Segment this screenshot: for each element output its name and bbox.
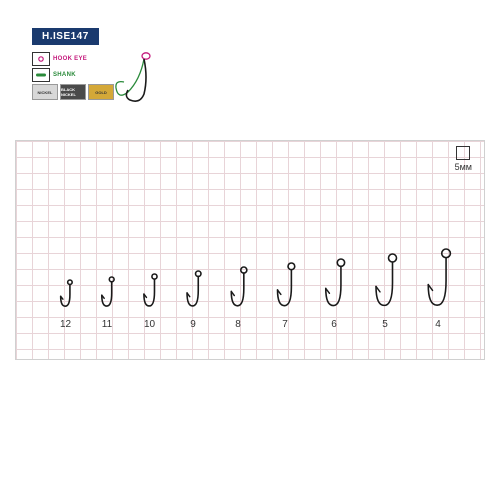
forged-icon <box>32 68 50 82</box>
hook-item: 8 <box>229 266 248 330</box>
hook-size-label: 8 <box>235 319 241 330</box>
hook-item: 11 <box>100 276 115 330</box>
hook-size-label: 9 <box>190 319 196 330</box>
hook-item: 7 <box>275 262 296 330</box>
hooks-row: 12 11 10 9 8 7 6 5 4 <box>45 210 465 330</box>
finish-badge: BLACK NICKEL <box>60 84 86 100</box>
hook-icon <box>323 258 346 307</box>
finish-badge: NICKEL <box>32 84 58 100</box>
hook-item: 4 <box>425 248 452 330</box>
hook-size-label: 6 <box>331 319 337 330</box>
hook-item: 6 <box>323 258 346 330</box>
hook-item: 10 <box>142 273 158 330</box>
hook-size-label: 5 <box>382 319 388 330</box>
scale-label: 5мм <box>455 162 472 172</box>
hook-size-label: 11 <box>102 319 112 330</box>
hook-icon <box>425 248 452 307</box>
shank-label: SHANK <box>53 72 76 78</box>
hook-icon <box>185 270 202 307</box>
hook-size-label: 7 <box>282 319 288 330</box>
hook-icon <box>59 279 73 307</box>
hook-icon <box>275 262 296 307</box>
hook-item: 9 <box>185 270 202 330</box>
ring-icon <box>32 52 50 66</box>
scale-marker: 5мм <box>455 146 472 172</box>
hook-spec-diagram <box>110 50 158 105</box>
hook-size-label: 10 <box>144 319 155 330</box>
hook-icon <box>142 273 158 307</box>
product-code-badge: H.ISE147 <box>32 28 99 45</box>
hook-icon <box>373 253 398 307</box>
scale-box-icon <box>456 146 470 160</box>
hook-size-label: 12 <box>60 319 71 330</box>
hook-item: 12 <box>59 279 73 330</box>
hook-item: 5 <box>373 253 398 330</box>
hook-size-label: 4 <box>435 319 441 330</box>
hook-icon <box>229 266 248 307</box>
hookeye-label: HOOK EYE <box>53 56 87 62</box>
hook-icon <box>100 276 115 307</box>
